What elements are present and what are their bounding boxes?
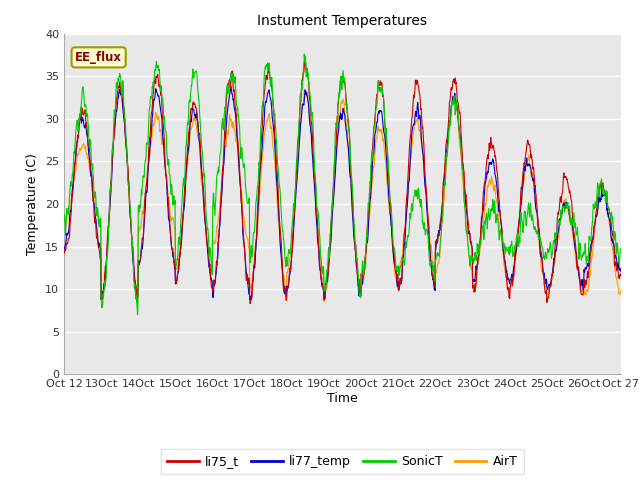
AirT bbox=[170, 225, 178, 230]
SonicT bbox=[246, 256, 254, 262]
SonicT bbox=[171, 201, 179, 207]
li77_temp bbox=[184, 151, 191, 157]
li75_t bbox=[246, 299, 254, 305]
Legend: li75_t, li77_temp, SonicT, AirT: li75_t, li77_temp, SonicT, AirT bbox=[161, 449, 524, 474]
AirT bbox=[502, 273, 510, 278]
li75_t bbox=[429, 278, 437, 284]
li77_temp bbox=[60, 244, 68, 250]
SonicT bbox=[134, 312, 141, 318]
AirT bbox=[552, 252, 559, 258]
SonicT bbox=[60, 219, 68, 225]
Line: SonicT: SonicT bbox=[64, 54, 621, 315]
AirT bbox=[301, 87, 309, 93]
li75_t bbox=[170, 259, 178, 264]
X-axis label: Time: Time bbox=[327, 392, 358, 405]
Title: Instument Temperatures: Instument Temperatures bbox=[257, 14, 428, 28]
Text: EE_flux: EE_flux bbox=[75, 51, 122, 64]
li75_t bbox=[301, 54, 309, 60]
li75_t bbox=[552, 236, 559, 242]
SonicT bbox=[429, 263, 437, 269]
Line: li77_temp: li77_temp bbox=[64, 86, 621, 300]
AirT bbox=[184, 158, 191, 164]
li75_t bbox=[246, 300, 254, 306]
li75_t bbox=[184, 143, 191, 148]
li77_temp bbox=[552, 248, 559, 254]
SonicT bbox=[502, 244, 510, 250]
AirT bbox=[320, 299, 328, 304]
SonicT bbox=[300, 51, 308, 57]
li77_temp bbox=[429, 279, 437, 285]
li77_temp bbox=[170, 263, 178, 268]
li75_t bbox=[617, 273, 625, 279]
Line: AirT: AirT bbox=[64, 90, 621, 301]
AirT bbox=[617, 288, 625, 294]
SonicT bbox=[184, 119, 192, 124]
li77_temp bbox=[502, 270, 510, 276]
li77_temp bbox=[227, 84, 235, 89]
li75_t bbox=[502, 275, 510, 280]
AirT bbox=[246, 285, 254, 291]
AirT bbox=[60, 217, 68, 223]
Y-axis label: Temperature (C): Temperature (C) bbox=[26, 153, 40, 255]
li77_temp bbox=[246, 297, 253, 303]
SonicT bbox=[552, 233, 559, 239]
li77_temp bbox=[617, 269, 625, 275]
AirT bbox=[429, 261, 437, 267]
Line: li75_t: li75_t bbox=[64, 57, 621, 303]
li75_t bbox=[60, 250, 68, 256]
SonicT bbox=[617, 246, 625, 252]
li77_temp bbox=[247, 294, 255, 300]
